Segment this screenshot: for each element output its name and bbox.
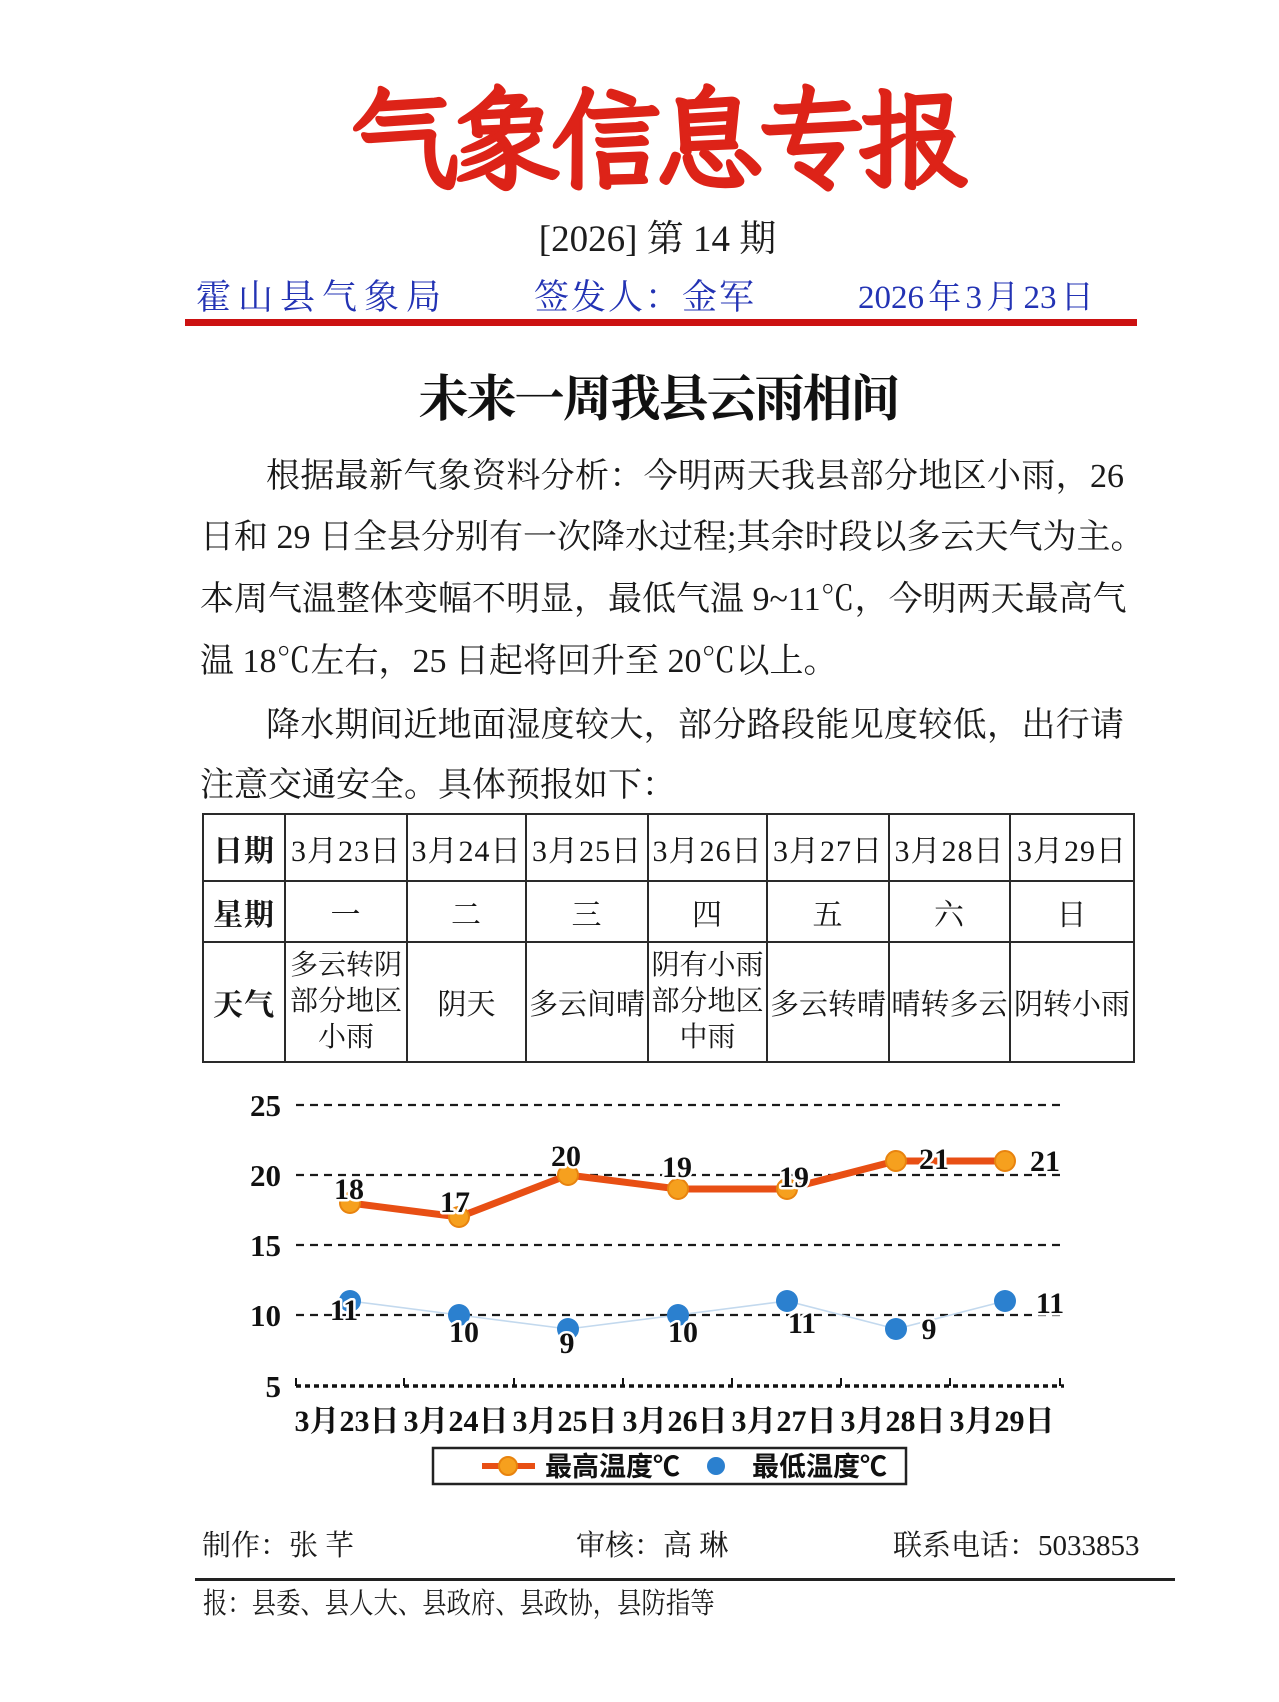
- svg-text:3月29日: 3月29日: [950, 1405, 1055, 1438]
- svg-text:10: 10: [449, 1316, 479, 1349]
- svg-text:20: 20: [250, 1158, 281, 1193]
- svg-text:3月24日: 3月24日: [404, 1405, 509, 1438]
- svg-text:20: 20: [551, 1140, 581, 1173]
- svg-text:11: 11: [1036, 1287, 1064, 1320]
- svg-text:3月26日: 3月26日: [623, 1405, 728, 1438]
- svg-text:3月27日: 3月27日: [732, 1405, 837, 1438]
- svg-text:5: 5: [266, 1369, 282, 1404]
- svg-text:3月23日: 3月23日: [295, 1405, 400, 1438]
- svg-text:9: 9: [922, 1313, 937, 1346]
- svg-text:15: 15: [250, 1228, 281, 1263]
- svg-text:3月25日: 3月25日: [513, 1405, 618, 1438]
- svg-text:最低温度℃: 最低温度℃: [752, 1445, 887, 1484]
- svg-text:10: 10: [250, 1298, 281, 1333]
- svg-text:11: 11: [330, 1294, 358, 1327]
- svg-text:17: 17: [440, 1186, 470, 1219]
- svg-text:19: 19: [662, 1151, 692, 1184]
- svg-text:25: 25: [250, 1090, 281, 1123]
- svg-text:21: 21: [1030, 1145, 1060, 1178]
- svg-text:10: 10: [668, 1316, 698, 1349]
- svg-text:最高温度℃: 最高温度℃: [545, 1445, 680, 1484]
- svg-text:18: 18: [334, 1173, 364, 1206]
- svg-text:21: 21: [919, 1143, 949, 1176]
- svg-text:3月28日: 3月28日: [841, 1405, 946, 1438]
- svg-text:19: 19: [779, 1161, 809, 1194]
- svg-text:9: 9: [560, 1327, 575, 1360]
- svg-text:11: 11: [788, 1307, 816, 1340]
